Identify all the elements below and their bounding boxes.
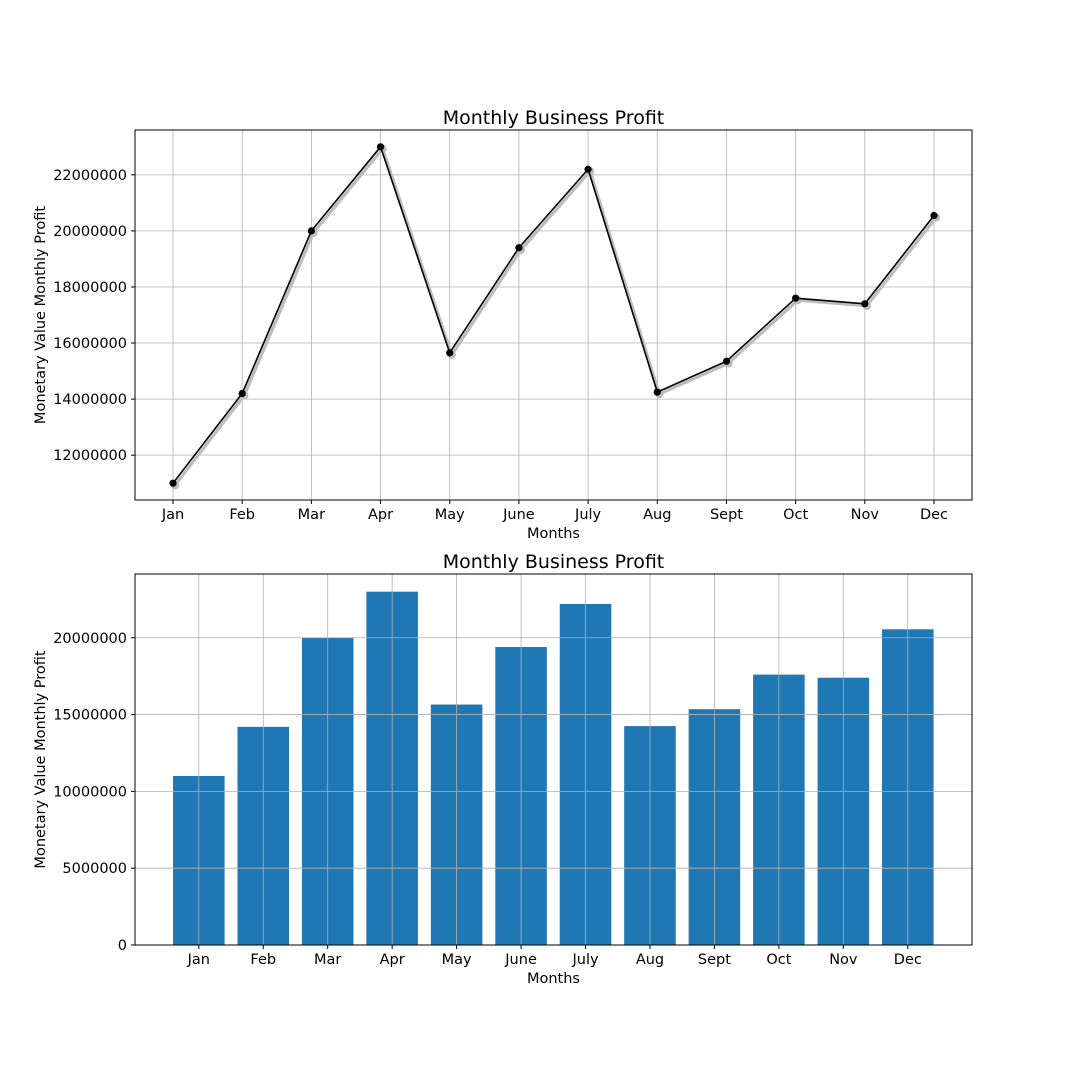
line-chart-point (307, 227, 315, 235)
line-chart-y-tick-label: 18000000 (53, 280, 127, 296)
bar-chart-x-tick-label: Aug (636, 952, 664, 968)
line-chart-x-tick-label: June (502, 507, 535, 523)
bar-chart-x-tick-label: May (442, 952, 472, 968)
line-chart-x-tick-label: Jan (161, 507, 184, 523)
bar-chart-y-tick-label: 0 (118, 938, 127, 954)
bar-chart-x-tick-label: Nov (829, 952, 858, 968)
line-chart-x-tick-label: Oct (783, 507, 808, 523)
bar-chart-x-tick-label: Oct (766, 952, 791, 968)
bar-chart-y-tick-label: 20000000 (53, 631, 127, 647)
bar-chart-x-tick-label: July (571, 952, 598, 968)
bar-chart-title: Monthly Business Profit (443, 551, 665, 573)
line-chart-x-tick-label: Dec (920, 507, 948, 523)
line-chart-x-tick-label: Nov (851, 507, 880, 523)
line-chart-x-tick-label: Feb (229, 507, 255, 523)
line-chart-x-tick-label: May (435, 507, 465, 523)
line-chart-x-tick-label: Aug (643, 507, 671, 523)
line-chart-point (376, 143, 385, 151)
line-chart-grid (135, 130, 972, 500)
line-chart-x-axis-label: Months (527, 526, 580, 542)
line-chart-point (515, 244, 523, 252)
bar-chart-x-tick-label: Jan (187, 952, 210, 968)
line-chart-x-tick-label: Mar (298, 507, 325, 523)
line-chart-x-tick-label: July (574, 507, 601, 523)
line-chart-y-tick-label: 12000000 (53, 448, 127, 464)
line-chart-ticks: Jan Feb Mar Apr May June July Aug Sept Oct Nov Dec 1… (53, 168, 948, 523)
bar-chart-x-tick-label: Dec (894, 952, 922, 968)
line-chart-shadow (173, 147, 938, 487)
bar-chart-x-tick-label: Mar (314, 952, 341, 968)
line-chart-y-tick-label: 14000000 (53, 392, 127, 408)
line-chart-title: Monthly Business Profit (443, 107, 665, 129)
line-chart-point (722, 357, 731, 365)
line-chart-marks (169, 143, 941, 490)
line-chart-x-tick-label: Sept (710, 507, 743, 523)
line-chart-point (446, 349, 454, 357)
bar-chart-x-tick-label: Feb (250, 952, 276, 968)
line-chart-y-axis-label: Monetary Value Monthly Profit (33, 206, 49, 424)
bar-chart-x-tick-label: June (504, 952, 537, 968)
line-chart-point (861, 300, 869, 308)
line-chart-y-tick-label: 20000000 (53, 224, 127, 240)
bar-chart: Jan Feb Mar Apr May June July Aug Sept Oct Nov Dec 0… (33, 551, 973, 987)
bar-chart-y-tick-label: 5000000 (62, 861, 127, 877)
line-chart-y-tick-label: 16000000 (53, 336, 127, 352)
line-chart-point (792, 294, 800, 302)
line-chart-point (653, 388, 661, 396)
line-chart-frame (134, 129, 973, 501)
bar-chart-y-tick-label: 10000000 (53, 784, 127, 800)
line-chart-x-tick-label: Apr (368, 507, 393, 523)
line-chart-point (930, 211, 938, 220)
bar-chart-x-tick-label: Apr (380, 952, 405, 968)
line-chart-point (169, 479, 177, 487)
line-chart-point (584, 165, 592, 173)
bar-chart-x-tick-label: Sept (698, 952, 731, 968)
line-chart-series-line (172, 146, 935, 484)
bar-chart-ticks: Jan Feb Mar Apr May June July Aug Sept Oct Nov Dec 0… (53, 631, 922, 968)
line-chart: Jan Feb Mar Apr May June July Aug Sept Oct Nov Dec 1… (33, 107, 973, 542)
bar-chart-x-axis-label: Months (527, 971, 580, 987)
line-chart-point (238, 389, 246, 398)
line-chart-y-tick-label: 22000000 (53, 168, 127, 184)
bar-chart-y-tick-label: 15000000 (53, 708, 127, 724)
bar-chart-y-axis-label: Monetary Value Monthly Profit (33, 650, 49, 868)
bar-chart-frame (134, 573, 973, 946)
